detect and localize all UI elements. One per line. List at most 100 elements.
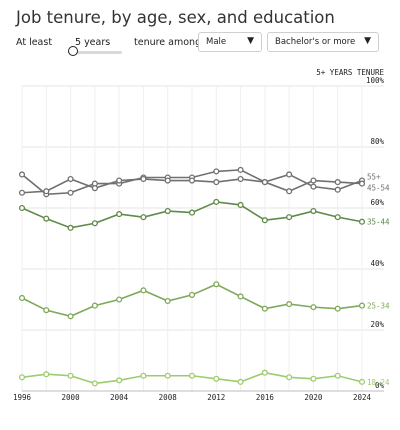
y-tick-label: 20% bbox=[370, 320, 384, 329]
y-tick-label: 60% bbox=[370, 198, 384, 207]
data-point bbox=[188, 209, 196, 216]
data-point bbox=[213, 281, 220, 288]
y-axis-title: 5+ YEARS TENURE bbox=[316, 68, 384, 77]
data-point bbox=[140, 175, 147, 183]
data-point bbox=[188, 372, 196, 379]
x-tick-labels: 1996 2000 2004 2008 2012 2016 2020 2024 bbox=[13, 393, 372, 402]
data-point bbox=[261, 305, 268, 312]
series-label: 55+ bbox=[367, 173, 381, 182]
x-tick-label: 2020 bbox=[304, 393, 323, 402]
data-point bbox=[334, 179, 341, 186]
data-point bbox=[18, 204, 26, 212]
data-point bbox=[18, 171, 26, 178]
data-point bbox=[140, 372, 147, 379]
data-point bbox=[237, 166, 244, 173]
x-tick-label: 2000 bbox=[62, 393, 81, 402]
x-tick-label: 2016 bbox=[256, 393, 275, 402]
data-point bbox=[43, 371, 50, 378]
data-point bbox=[18, 294, 26, 302]
data-point bbox=[91, 185, 98, 192]
data-point bbox=[67, 189, 74, 196]
y-tick-label: 100% bbox=[366, 76, 385, 85]
data-point bbox=[237, 175, 244, 183]
data-point bbox=[334, 186, 341, 193]
filter-controls: At least 5 years tenure among Male ▼ Bac… bbox=[0, 0, 400, 70]
data-point bbox=[310, 304, 317, 311]
x-tick-label: 2008 bbox=[159, 393, 178, 402]
chevron-down-icon: ▼ bbox=[364, 36, 371, 46]
chart-title: Job tenure, by age, sex, and education bbox=[16, 8, 335, 27]
data-point bbox=[116, 377, 123, 384]
data-point bbox=[188, 177, 196, 184]
series-label: 45-54 bbox=[367, 184, 390, 193]
data-point bbox=[67, 175, 74, 183]
x-tick-label: 2024 bbox=[353, 393, 372, 402]
data-point bbox=[67, 224, 74, 231]
data-point bbox=[43, 188, 50, 195]
data-point bbox=[286, 214, 293, 221]
years-slider-handle[interactable] bbox=[68, 46, 78, 56]
y-tick-label: 80% bbox=[370, 137, 384, 146]
at-least-label: At least bbox=[16, 37, 53, 48]
data-point bbox=[164, 177, 171, 184]
data-point bbox=[67, 313, 74, 320]
data-point bbox=[237, 378, 244, 385]
data-point bbox=[286, 188, 293, 195]
x-tick-label: 2012 bbox=[207, 393, 225, 402]
data-point bbox=[237, 293, 244, 300]
data-point bbox=[286, 171, 293, 178]
data-point bbox=[334, 214, 341, 221]
x-tick-label: 2004 bbox=[110, 393, 129, 402]
grid-lines bbox=[21, 85, 384, 392]
data-point bbox=[358, 218, 366, 225]
data-point bbox=[310, 375, 317, 382]
data-point bbox=[213, 179, 220, 186]
data-point bbox=[358, 378, 366, 385]
data-point bbox=[67, 372, 74, 379]
tenure-among-label: tenure among bbox=[134, 37, 202, 48]
data-point bbox=[43, 215, 50, 222]
data-point bbox=[91, 380, 98, 387]
years-slider-track[interactable] bbox=[70, 51, 122, 54]
data-point bbox=[91, 220, 98, 227]
data-point bbox=[213, 375, 220, 382]
y-tick-label: 0% bbox=[375, 381, 385, 390]
series-labels: 55+ 45-54 35-44 25-34 18-24 bbox=[367, 173, 390, 387]
data-point bbox=[116, 177, 123, 184]
data-point bbox=[91, 302, 98, 309]
x-tick-label: 1996 bbox=[13, 393, 32, 402]
data-point bbox=[43, 307, 50, 314]
data-point bbox=[213, 168, 220, 175]
data-point bbox=[310, 208, 317, 215]
data-point bbox=[237, 201, 244, 209]
data-point bbox=[261, 217, 268, 224]
data-point bbox=[358, 302, 366, 309]
data-point bbox=[140, 287, 147, 294]
data-point bbox=[18, 189, 26, 196]
series-lines bbox=[18, 166, 366, 387]
sex-select[interactable]: Male ▼ bbox=[198, 32, 262, 52]
series-label: 35-44 bbox=[367, 218, 390, 227]
series-label: 18-24 bbox=[367, 378, 390, 387]
y-tick-label: 40% bbox=[370, 259, 384, 268]
data-point bbox=[358, 180, 366, 187]
data-point bbox=[286, 374, 293, 381]
data-point bbox=[18, 374, 26, 381]
data-point bbox=[310, 177, 317, 184]
data-point bbox=[310, 183, 317, 190]
data-point bbox=[116, 211, 123, 218]
education-select[interactable]: Bachelor's or more ▼ bbox=[267, 32, 379, 52]
data-point bbox=[261, 179, 268, 186]
data-point bbox=[164, 372, 171, 379]
data-point bbox=[286, 301, 293, 308]
data-point bbox=[334, 305, 341, 312]
data-point bbox=[213, 198, 220, 205]
data-point bbox=[188, 291, 196, 298]
sex-select-value: Male bbox=[206, 37, 227, 47]
data-point bbox=[164, 208, 171, 215]
years-value: 5 years bbox=[75, 37, 111, 48]
data-point bbox=[140, 214, 147, 221]
chevron-down-icon: ▼ bbox=[247, 36, 254, 46]
data-point bbox=[164, 297, 171, 305]
